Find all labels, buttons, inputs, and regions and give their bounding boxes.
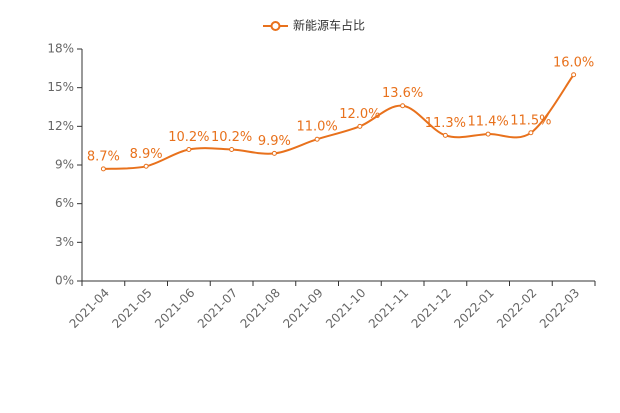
point [100, 166, 106, 172]
point [485, 131, 491, 137]
point [314, 136, 320, 142]
point [571, 72, 577, 78]
value-label: 10.2% [168, 130, 209, 145]
x-tick-label: 2021-10 [323, 286, 368, 331]
x-tick-label: 2021-05 [109, 286, 154, 331]
point [229, 147, 235, 153]
series-line [103, 74, 575, 170]
point [400, 103, 406, 109]
y-tick-label: 3% [55, 235, 74, 249]
point [271, 150, 277, 156]
value-label: 8.7% [87, 149, 120, 164]
y-tick-label: 12% [47, 119, 74, 133]
value-label: 11.3% [425, 116, 466, 131]
value-label: 8.9% [130, 147, 163, 162]
point [528, 130, 534, 136]
y-tick-label: 18% [47, 42, 74, 56]
value-label: 11.5% [510, 113, 551, 128]
value-label: 16.0% [553, 55, 594, 70]
x-tick-label: 2021-09 [280, 286, 325, 331]
x-tick-label: 2021-11 [366, 286, 411, 331]
value-label: 11.0% [296, 120, 337, 135]
x-tick-label: 2021-08 [238, 286, 283, 331]
x-tick-label: 2021-06 [152, 286, 197, 331]
y-tick-label: 15% [47, 80, 74, 94]
x-tick-label: 2021-04 [67, 286, 112, 331]
value-label: 9.9% [258, 134, 291, 149]
x-tick-label: 2021-12 [409, 286, 454, 331]
value-label: 13.6% [382, 86, 423, 101]
value-label: 10.2% [211, 130, 252, 145]
x-tick-label: 2022-02 [494, 286, 539, 331]
point [186, 147, 192, 153]
point [357, 123, 363, 129]
x-tick-label: 2022-03 [537, 286, 582, 331]
y-tick-label: 6% [55, 196, 74, 210]
point [442, 132, 448, 138]
y-tick-label: 9% [55, 158, 74, 172]
y-tick-label: 0% [55, 274, 74, 288]
point [143, 163, 149, 169]
x-tick-label: 2021-07 [195, 286, 240, 331]
legend-marker [270, 21, 281, 31]
value-label: 11.4% [467, 115, 508, 130]
value-label: 12.0% [339, 107, 380, 122]
legend-label: 新能源车占比 [293, 18, 365, 33]
x-tick-label: 2022-01 [451, 286, 496, 331]
